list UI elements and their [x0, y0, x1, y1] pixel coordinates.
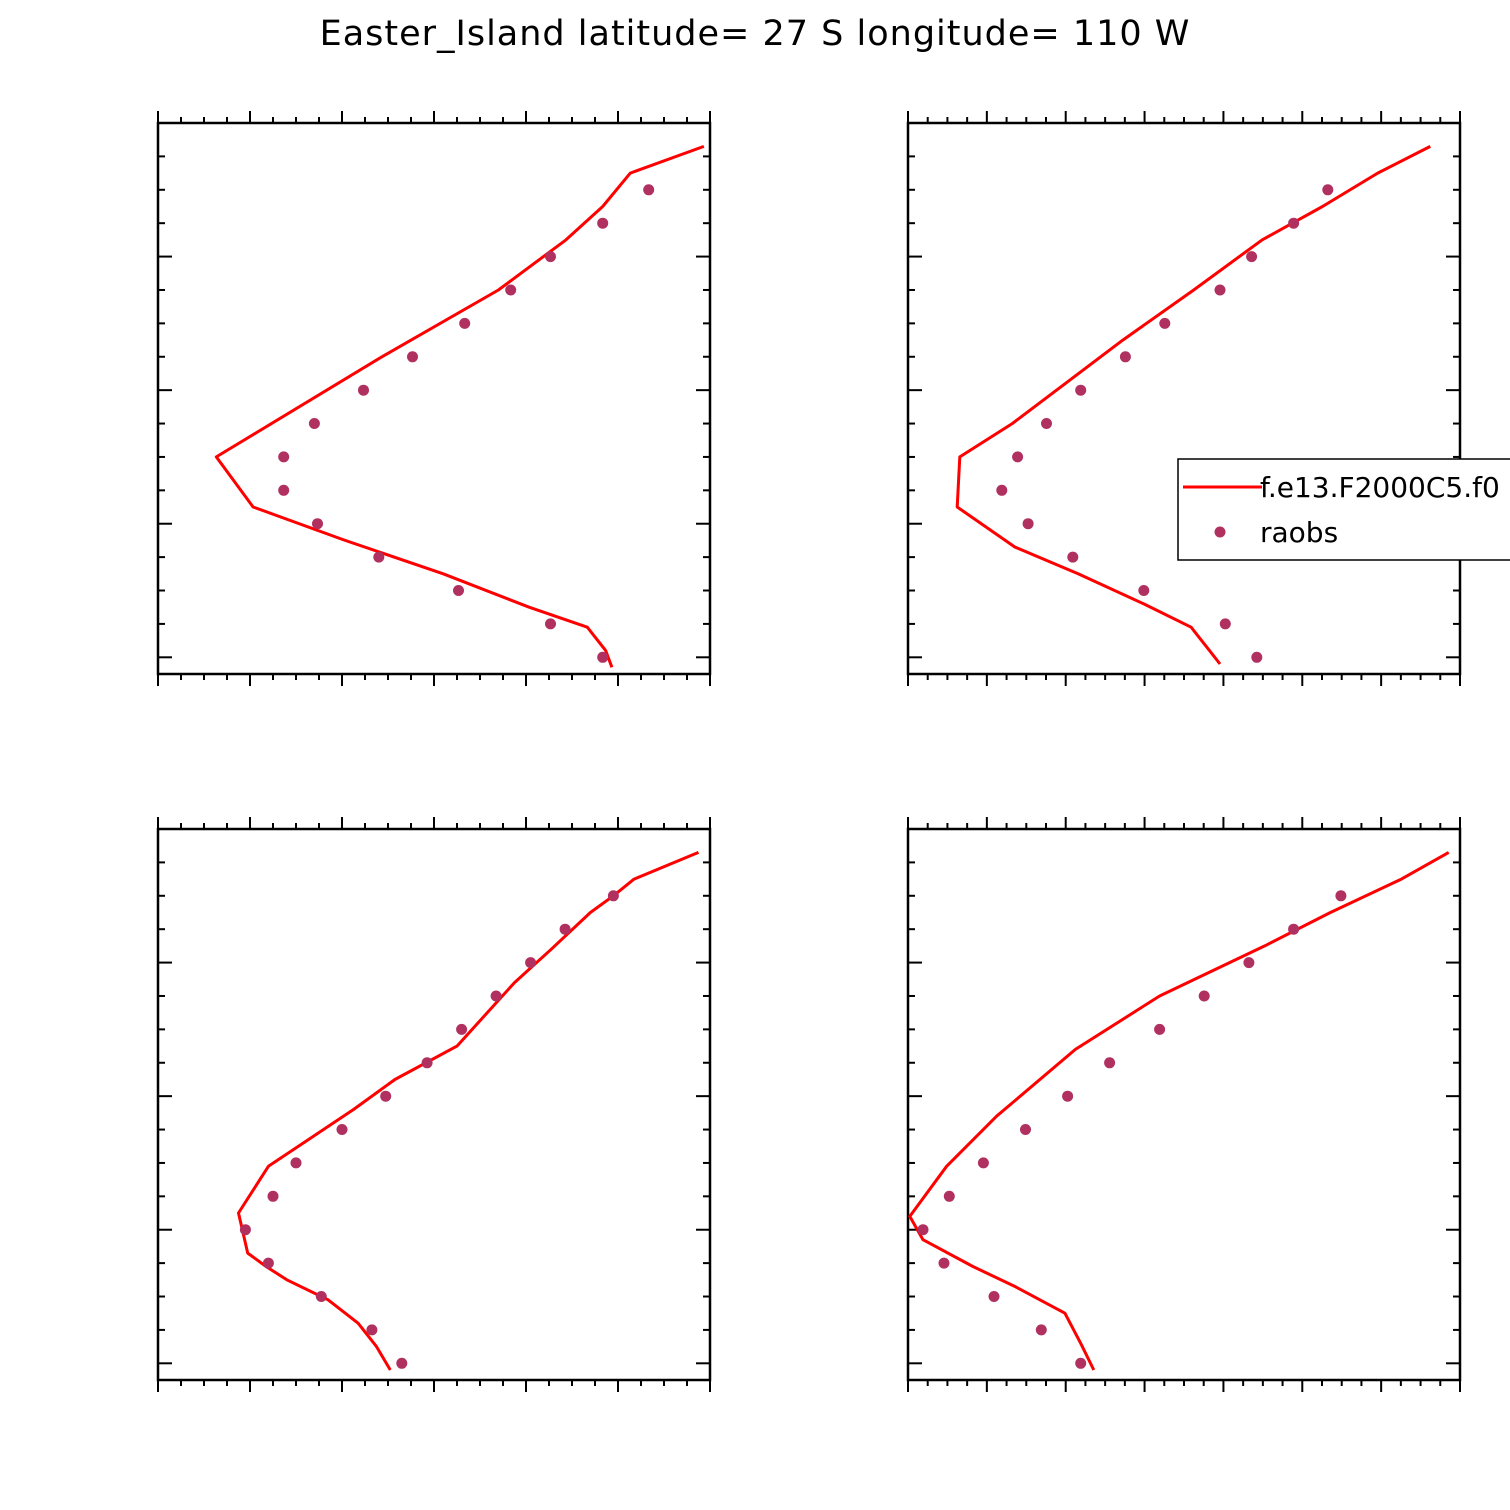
- raobs-point: [597, 651, 609, 663]
- raobs-point: [1075, 1357, 1087, 1369]
- raobs-point: [1243, 957, 1255, 969]
- raobs-point: [1335, 890, 1347, 902]
- plot-frame: [906, 121, 1462, 676]
- raobs-point: [1020, 1124, 1031, 1135]
- raobs-point: [1035, 1324, 1047, 1336]
- legend-obs-label: raobs: [1260, 516, 1338, 549]
- panels: [156, 111, 1462, 1392]
- panel-apr: [906, 111, 1462, 686]
- raobs-point: [262, 1257, 274, 1269]
- raobs-point: [315, 1291, 327, 1302]
- raobs-point: [1154, 1023, 1166, 1035]
- raobs-point: [943, 1190, 955, 1202]
- plot-frame: [156, 121, 712, 676]
- raobs-point: [396, 1357, 408, 1369]
- raobs-point: [239, 1224, 251, 1236]
- legend-model-label: f.e13.F2000C5.f0: [1260, 471, 1500, 504]
- raobs-point: [1138, 585, 1150, 596]
- plot-frame: [156, 827, 712, 1382]
- legend-obs-marker: [1214, 526, 1226, 538]
- raobs-point: [1159, 317, 1171, 329]
- raobs-point: [373, 551, 385, 563]
- raobs-point: [1104, 1057, 1116, 1069]
- raobs-point: [917, 1224, 929, 1236]
- raobs-point: [1119, 351, 1131, 363]
- raobs-point: [459, 317, 471, 329]
- raobs-point: [456, 1023, 468, 1035]
- raobs-point: [1214, 284, 1226, 296]
- raobs-point: [267, 1190, 279, 1202]
- raobs-point: [1288, 923, 1300, 935]
- raobs-point: [597, 217, 609, 229]
- raobs-point: [1075, 384, 1087, 396]
- raobs-point: [312, 518, 323, 530]
- model-profile-line: [237, 851, 700, 1371]
- raobs-point: [988, 1291, 1000, 1302]
- raobs-point: [407, 351, 418, 363]
- panel-oct: [906, 817, 1462, 1392]
- raobs-point: [1251, 651, 1263, 663]
- raobs-point: [1322, 184, 1334, 196]
- raobs-point: [1288, 217, 1300, 229]
- legend: f.e13.F2000C5.f0 raobs: [1177, 458, 1510, 561]
- raobs-point: [643, 184, 655, 196]
- raobs-point: [1022, 518, 1034, 530]
- panel-jul: [156, 817, 712, 1392]
- legend-box: [1177, 458, 1510, 561]
- raobs-point: [453, 585, 464, 596]
- raobs-point: [336, 1124, 348, 1135]
- raobs-point: [545, 618, 556, 630]
- raobs-point: [278, 484, 290, 496]
- raobs-point: [278, 451, 290, 463]
- raobs-point: [1198, 990, 1210, 1002]
- raobs-point: [607, 890, 619, 902]
- model-profile-line: [214, 144, 705, 668]
- raobs-point: [380, 1090, 392, 1102]
- raobs-point: [1067, 551, 1079, 563]
- raobs-point: [308, 418, 320, 429]
- model-profile-line: [955, 145, 1431, 665]
- raobs-point: [977, 1157, 989, 1169]
- raobs-point: [559, 923, 571, 935]
- raobs-point: [525, 957, 537, 969]
- raobs-point: [1012, 451, 1024, 463]
- raobs-point: [545, 251, 556, 263]
- raobs-point: [996, 484, 1008, 496]
- raobs-point: [1041, 418, 1052, 429]
- raobs-point: [366, 1324, 378, 1336]
- raobs-point: [1246, 251, 1258, 263]
- raobs-point: [1062, 1090, 1074, 1102]
- raobs-point: [938, 1257, 950, 1269]
- raobs-point: [358, 384, 369, 396]
- raobs-point: [490, 990, 502, 1002]
- figure-title: Easter_Island latitude= 27 S longitude= …: [320, 14, 1191, 54]
- raobs-point: [421, 1057, 433, 1069]
- raobs-point: [1219, 618, 1231, 630]
- raobs-point: [290, 1157, 302, 1169]
- raobs-point: [505, 284, 517, 296]
- model-profile-line: [908, 851, 1450, 1371]
- panel-jan: [156, 111, 712, 686]
